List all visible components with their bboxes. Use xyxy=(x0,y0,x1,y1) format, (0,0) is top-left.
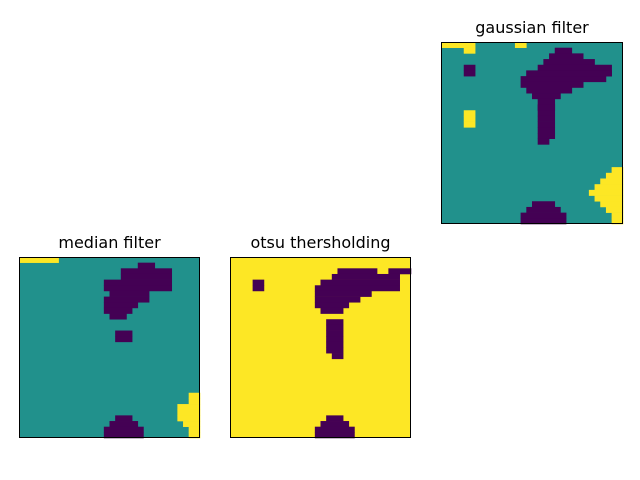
heatmap-cell-run xyxy=(331,353,344,360)
heatmap-cell-run xyxy=(537,104,556,111)
heatmap-cell-run xyxy=(252,279,265,286)
axes-frame xyxy=(441,42,623,224)
heatmap-cell-run xyxy=(103,279,173,286)
heatmap-cell-run xyxy=(314,290,372,297)
heatmap-cell-run xyxy=(252,285,265,292)
heatmap-cell-run xyxy=(314,296,361,303)
heatmap-cell-run xyxy=(177,404,201,411)
heatmap-cell-run xyxy=(537,133,556,139)
heatmap-cell-run xyxy=(441,42,465,48)
heatmap-cell-run xyxy=(103,285,173,292)
heatmap-cell-run xyxy=(537,138,550,145)
heatmap-cell-run xyxy=(109,421,139,427)
heatmap-cell-run xyxy=(103,432,144,439)
heatmap-cell-run xyxy=(537,98,556,105)
heatmap-cell-run xyxy=(605,172,624,179)
gaussian-filter-title: gaussian filter xyxy=(475,18,589,37)
heatmap-cell-run xyxy=(463,110,476,117)
heatmap-cell-run xyxy=(532,201,556,208)
heatmap-cell-run xyxy=(611,218,624,225)
heatmap-cell-run xyxy=(120,273,173,280)
heatmap-cell-run xyxy=(588,189,624,196)
heatmap-cell-run xyxy=(463,121,476,128)
heatmap-cell-run xyxy=(326,330,344,337)
median-filter-title: median filter xyxy=(58,233,161,252)
heatmap-cell-run xyxy=(600,178,624,185)
heatmap-cell-run xyxy=(188,398,201,405)
heatmap-cell-run xyxy=(177,409,201,416)
heatmap-cell-run xyxy=(326,347,344,354)
heatmap-cell-run xyxy=(520,212,567,219)
gaussian-filter-heatmap xyxy=(441,42,624,225)
heatmap-cell-run xyxy=(537,127,556,134)
heatmap-cell-run xyxy=(19,257,59,263)
heatmap-cell-run xyxy=(188,392,201,399)
heatmap-cell-run xyxy=(115,336,133,343)
heatmap-cell-run xyxy=(188,426,201,433)
otsu-thresholding-title: otsu thersholding xyxy=(250,233,391,252)
heatmap-cell-run xyxy=(314,432,355,439)
heatmap-cell-run xyxy=(320,307,344,314)
heatmap-cell-run xyxy=(103,296,150,303)
heatmap-cell-run xyxy=(103,307,133,314)
heatmap-cell-run xyxy=(109,313,127,320)
heatmap-cell-run xyxy=(177,415,201,422)
heatmap-cell-run xyxy=(532,93,561,100)
heatmap-cell-run xyxy=(463,70,476,77)
heatmap-cell-run xyxy=(314,302,350,309)
heatmap-cell-run xyxy=(314,426,355,433)
heatmap-cell-run xyxy=(463,64,476,71)
heatmap-cell-run xyxy=(326,336,344,343)
heatmap-cell-run xyxy=(463,115,476,122)
heatmap-cell-run xyxy=(594,195,624,202)
heatmap-cell-run xyxy=(600,201,624,208)
heatmap-cell-run xyxy=(554,47,573,54)
heatmap-cell-run xyxy=(320,421,350,427)
heatmap-cell-run xyxy=(611,212,624,219)
heatmap-cell-run xyxy=(331,273,400,280)
heatmap-cell-run xyxy=(463,47,476,54)
heatmap-cell-run xyxy=(137,262,156,269)
otsu-thresholding-heatmap xyxy=(230,257,412,439)
heatmap-cell-run xyxy=(543,59,595,66)
axes-frame xyxy=(230,257,411,438)
axes-frame xyxy=(19,257,200,438)
heatmap-cell-run xyxy=(520,76,607,83)
median-filter-heatmap xyxy=(19,257,201,439)
heatmap-cell-run xyxy=(103,426,144,433)
heatmap-cell-run xyxy=(188,432,201,439)
heatmap-cell-run xyxy=(120,268,173,275)
heatmap-cell-run xyxy=(537,115,556,122)
heatmap-cell-run xyxy=(337,268,378,275)
heatmap-cell-run xyxy=(605,206,624,213)
heatmap-cell-run xyxy=(611,167,624,174)
heatmap-cell-run xyxy=(526,70,612,77)
heatmap-cell-run xyxy=(109,290,150,297)
heatmap-cell-run xyxy=(326,319,344,326)
heatmap-cell-run xyxy=(320,279,400,286)
heatmap-cell-run xyxy=(537,64,612,71)
heatmap-cell-run xyxy=(549,53,584,60)
heatmap-cell-run xyxy=(326,341,344,348)
heatmap-cell-run xyxy=(526,87,573,94)
heatmap-cell-run xyxy=(103,302,139,309)
heatmap-cell-run xyxy=(326,415,344,422)
heatmap-cell-run xyxy=(594,184,624,191)
heatmap-cell-run xyxy=(183,421,201,427)
heatmap-cell-run xyxy=(537,110,556,117)
heatmap-cell-run xyxy=(526,206,561,213)
heatmap-cell-run xyxy=(520,81,584,88)
heatmap-cell-run xyxy=(326,324,344,331)
heatmap-cell-run xyxy=(520,218,567,225)
heatmap-cell-run xyxy=(537,121,556,128)
heatmap-cell-run xyxy=(388,268,412,275)
heatmap-cell-run xyxy=(463,42,476,48)
heatmap-cell-run xyxy=(514,42,527,48)
heatmap-cell-run xyxy=(115,330,133,337)
heatmap-cell-run xyxy=(314,285,400,292)
heatmap-cell-run xyxy=(115,415,133,422)
